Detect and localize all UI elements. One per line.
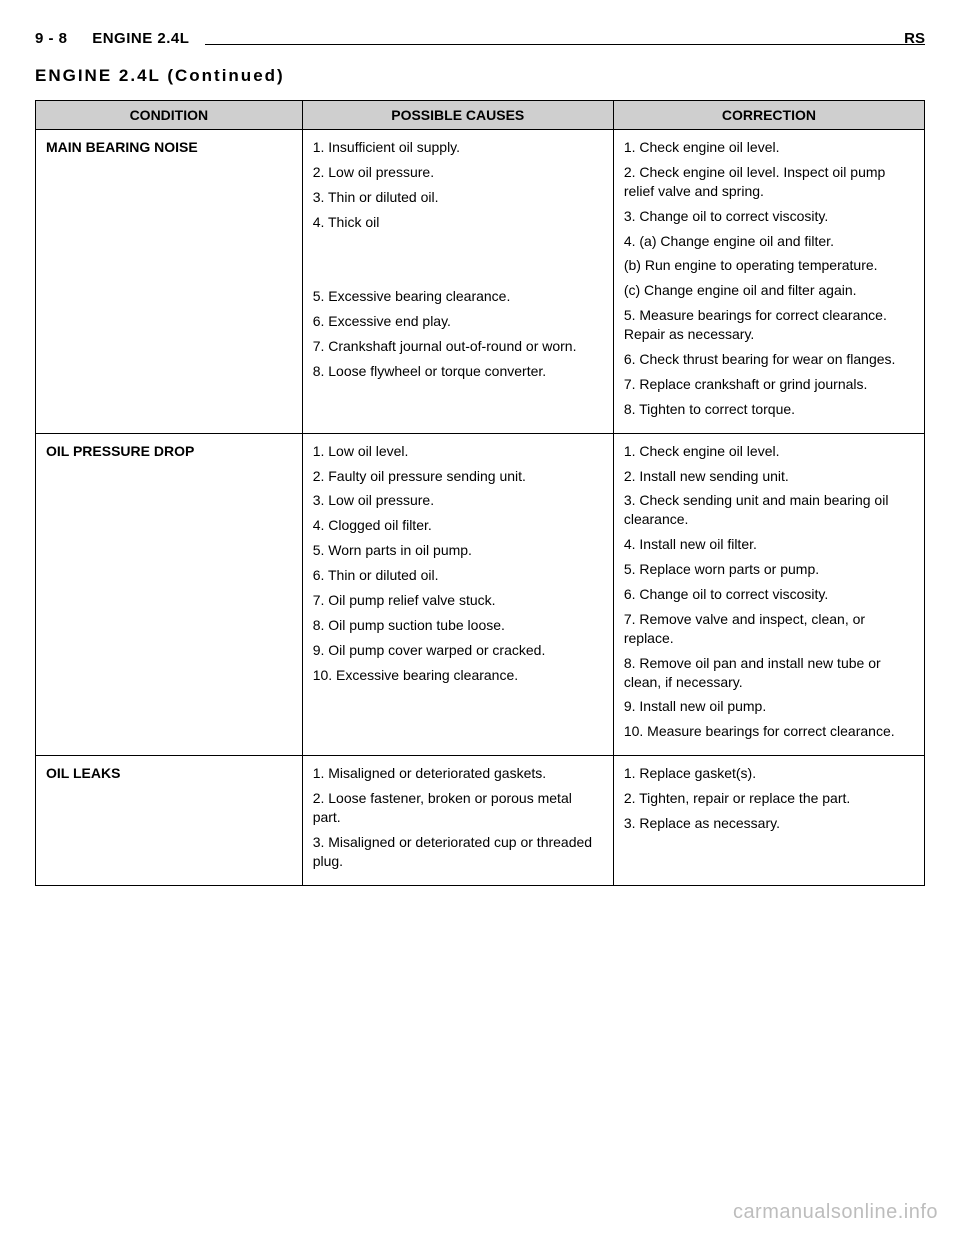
cause-item: 2. Loose fastener, broken or porous meta… — [313, 789, 603, 833]
correction-item: 1. Replace gasket(s). — [624, 764, 914, 789]
correction-item: 3. Replace as necessary. — [624, 814, 914, 839]
correction-item: 7. Replace crankshaft or grind journals. — [624, 375, 914, 400]
cause-item: 8. Oil pump suction tube loose. — [313, 616, 603, 641]
cause-item: 5. Excessive bearing clearance. — [313, 287, 603, 312]
correction-item: 5. Measure bearings for correct clearanc… — [624, 306, 914, 350]
diagnostic-table: CONDITION POSSIBLE CAUSES CORRECTION MAI… — [35, 100, 925, 886]
header-causes: POSSIBLE CAUSES — [302, 101, 613, 130]
page-header: 9 - 8 ENGINE 2.4L RS — [35, 30, 925, 56]
correction-item: 8. Tighten to correct torque. — [624, 400, 914, 425]
condition-cell: OIL LEAKS — [36, 756, 303, 885]
cause-item: 1. Misaligned or deteriorated gaskets. — [313, 764, 603, 789]
cause-item — [313, 262, 603, 287]
correction-item: 2. Check engine oil level. Inspect oil p… — [624, 163, 914, 207]
correction-cell: 1. Check engine oil level.2. Install new… — [613, 433, 924, 756]
header-condition: CONDITION — [36, 101, 303, 130]
table-row: OIL LEAKS1. Misaligned or deteriorated g… — [36, 756, 925, 885]
cause-item: 3. Low oil pressure. — [313, 491, 603, 516]
cause-item: 8. Loose flywheel or torque converter. — [313, 362, 603, 387]
cause-item: 6. Thin or diluted oil. — [313, 566, 603, 591]
correction-item: 5. Replace worn parts or pump. — [624, 560, 914, 585]
causes-cell: 1. Low oil level.2. Faulty oil pressure … — [302, 433, 613, 756]
cause-item — [313, 238, 603, 263]
watermark: carmanualsonline.info — [733, 1201, 938, 1224]
correction-item: (c) Change engine oil and filter again. — [624, 281, 914, 306]
cause-item: 4. Thick oil — [313, 213, 603, 238]
cause-item: 7. Oil pump relief valve stuck. — [313, 591, 603, 616]
correction-cell: 1. Check engine oil level.2. Check engin… — [613, 130, 924, 434]
correction-item: 2. Install new sending unit. — [624, 467, 914, 492]
page-number: 9 - 8 — [35, 30, 68, 47]
correction-item: 6. Change oil to correct viscosity. — [624, 585, 914, 610]
engine-label: ENGINE 2.4L — [92, 30, 189, 47]
cause-item: 7. Crankshaft journal out-of-round or wo… — [313, 337, 603, 362]
correction-item: 6. Check thrust bearing for wear on flan… — [624, 350, 914, 375]
table-row: MAIN BEARING NOISE1. Insufficient oil su… — [36, 130, 925, 434]
correction-item: 8. Remove oil pan and install new tube o… — [624, 654, 914, 698]
header-correction: CORRECTION — [613, 101, 924, 130]
correction-item: 4. Install new oil filter. — [624, 535, 914, 560]
cause-item: 2. Low oil pressure. — [313, 163, 603, 188]
cause-item: 1. Insufficient oil supply. — [313, 138, 603, 163]
correction-item: 2. Tighten, repair or replace the part. — [624, 789, 914, 814]
correction-item: 3. Change oil to correct viscosity. — [624, 207, 914, 232]
correction-cell: 1. Replace gasket(s).2. Tighten, repair … — [613, 756, 924, 885]
table-header-row: CONDITION POSSIBLE CAUSES CORRECTION — [36, 101, 925, 130]
correction-item: 1. Check engine oil level. — [624, 138, 914, 163]
causes-cell: 1. Insufficient oil supply.2. Low oil pr… — [302, 130, 613, 434]
cause-item: 9. Oil pump cover warped or cracked. — [313, 641, 603, 666]
correction-item: 10. Measure bearings for correct clearan… — [624, 722, 914, 747]
cause-item: 6. Excessive end play. — [313, 312, 603, 337]
correction-item: 3. Check sending unit and main bearing o… — [624, 491, 914, 535]
cause-item: 5. Worn parts in oil pump. — [313, 541, 603, 566]
cause-item: 10. Excessive bearing clearance. — [313, 666, 603, 691]
section-title: ENGINE 2.4L (Continued) — [35, 66, 925, 86]
causes-cell: 1. Misaligned or deteriorated gaskets.2.… — [302, 756, 613, 885]
correction-item: 9. Install new oil pump. — [624, 697, 914, 722]
correction-item: 4. (a) Change engine oil and filter. — [624, 232, 914, 257]
cause-item: 2. Faulty oil pressure sending unit. — [313, 467, 603, 492]
condition-cell: OIL PRESSURE DROP — [36, 433, 303, 756]
correction-item: (b) Run engine to operating temperature. — [624, 256, 914, 281]
cause-item: 4. Clogged oil filter. — [313, 516, 603, 541]
table-row: OIL PRESSURE DROP1. Low oil level.2. Fau… — [36, 433, 925, 756]
cause-item: 1. Low oil level. — [313, 442, 603, 467]
correction-item: 1. Check engine oil level. — [624, 442, 914, 467]
header-rule — [205, 44, 925, 45]
cause-item: 3. Thin or diluted oil. — [313, 188, 603, 213]
condition-cell: MAIN BEARING NOISE — [36, 130, 303, 434]
correction-item: 7. Remove valve and inspect, clean, or r… — [624, 610, 914, 654]
cause-item: 3. Misaligned or deteriorated cup or thr… — [313, 833, 603, 877]
